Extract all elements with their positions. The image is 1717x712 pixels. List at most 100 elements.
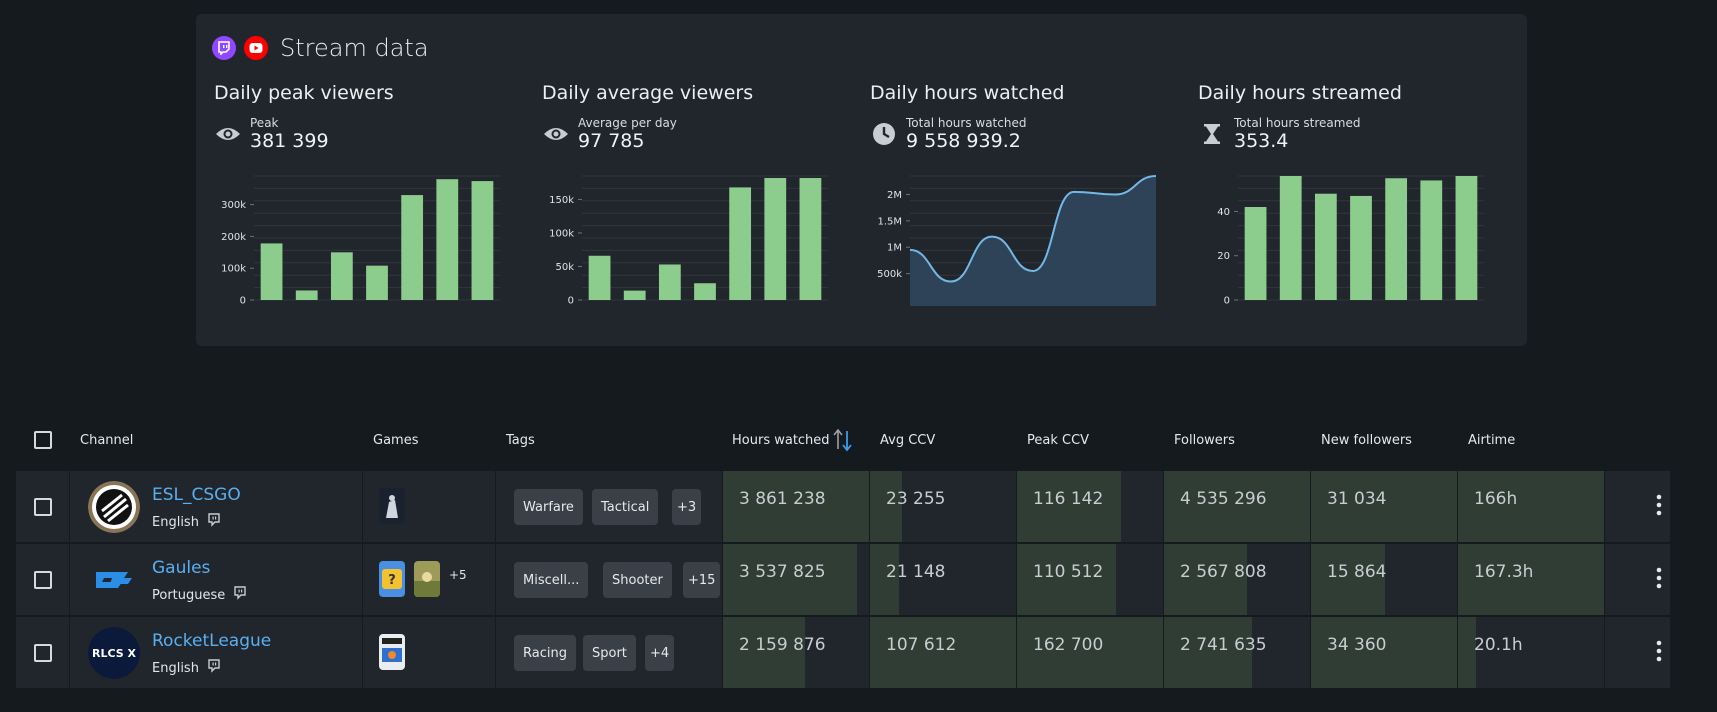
cell-airtime: 20.1h: [1458, 617, 1605, 689]
metric-value: 4 535 296: [1180, 489, 1267, 509]
rocket-league-game-icon[interactable]: [379, 634, 405, 670]
column-avg-ccv[interactable]: Avg CCV: [880, 433, 936, 448]
channel-avatar[interactable]: [88, 554, 140, 606]
row-checkbox[interactable]: [34, 644, 52, 662]
jungle-game-icon[interactable]: [414, 561, 440, 597]
column-tags[interactable]: Tags: [506, 433, 535, 448]
metric-value: 116 142: [1033, 489, 1104, 509]
bar: [1350, 195, 1372, 300]
bar: [471, 181, 494, 300]
metric-bar: [1458, 617, 1476, 688]
column-followers[interactable]: Followers: [1174, 433, 1235, 448]
chart-peak-viewers: 0 100k 200k 300k: [221, 175, 500, 307]
column-airtime[interactable]: Airtime: [1468, 433, 1516, 448]
y-tick-label: 100k: [549, 228, 574, 239]
column-games[interactable]: Games: [373, 433, 419, 448]
tags-more-chip[interactable]: +15: [683, 562, 721, 598]
y-tick-label: 500k: [877, 269, 902, 280]
column-hours-watched[interactable]: Hours watched: [732, 433, 830, 448]
cell-channel: RLCS X RocketLeague English: [70, 617, 363, 689]
bar: [658, 264, 681, 300]
metric-value: 31 034: [1327, 489, 1387, 509]
tag-chip[interactable]: Shooter: [603, 562, 672, 598]
cell-tags: Racing Sport +4: [496, 617, 723, 689]
tag-chip[interactable]: Racing: [514, 635, 576, 671]
row-menu-icon[interactable]: [1656, 566, 1662, 594]
cell-channel: Gaules Portuguese: [70, 544, 363, 616]
bar: [436, 179, 459, 300]
channel-name-link[interactable]: Gaules: [152, 558, 211, 578]
stat-value: 381 399: [250, 130, 329, 152]
tag-chip[interactable]: Miscell...: [514, 562, 589, 598]
metric-value: 2 741 635: [1180, 635, 1267, 655]
y-tick-label: 20: [1217, 251, 1230, 262]
bar: [1385, 178, 1408, 300]
metric-value: 110 512: [1033, 562, 1104, 582]
chart-average-viewers: 0 50k 100k 150k: [549, 175, 828, 307]
tag-chip[interactable]: Sport: [583, 635, 636, 671]
cell-channel: ESL_CSGO English: [70, 471, 363, 543]
sort-icon[interactable]: [832, 427, 854, 457]
youtube-icon: [244, 36, 268, 60]
panel-title: Daily peak viewers: [214, 82, 394, 104]
y-tick-label: 2M: [887, 190, 902, 201]
channel-avatar[interactable]: [88, 481, 140, 533]
y-tick-label: 40: [1217, 207, 1230, 218]
tag-chip[interactable]: Tactical: [592, 489, 659, 525]
table-row[interactable]: Gaules Portuguese? +5 Miscell... Shooter +15 3…: [16, 544, 1670, 616]
bar: [623, 290, 646, 300]
hourglass-icon: [1198, 120, 1226, 148]
bar: [260, 243, 283, 300]
channel-name-link[interactable]: ESL_CSGO: [152, 485, 241, 505]
metric-value: 3 537 825: [739, 562, 826, 582]
stat-hours-watched: Total hours watched 9 558 939.2: [870, 116, 1026, 152]
column-new-followers[interactable]: New followers: [1321, 433, 1412, 448]
card-header: Stream data: [212, 34, 429, 62]
chat-icon: [207, 513, 221, 531]
metric-bar: [1311, 471, 1457, 542]
metric-bar: [1458, 544, 1604, 615]
games-more-chip[interactable]: +5: [449, 568, 467, 582]
cell-followers: 2 567 808: [1164, 544, 1311, 616]
stat-label: Average per day: [578, 116, 677, 130]
tags-more-chip[interactable]: +3: [672, 489, 702, 525]
row-checkbox[interactable]: [34, 571, 52, 589]
y-tick-label: 150k: [549, 195, 574, 206]
metric-value: 23 255: [886, 489, 946, 509]
y-tick-label: 0: [1224, 296, 1230, 307]
row-menu-icon[interactable]: [1656, 493, 1662, 521]
bar: [1314, 193, 1337, 300]
cell-games: [363, 471, 496, 543]
channel-language: English: [152, 659, 221, 677]
channel-avatar[interactable]: RLCS X: [88, 627, 140, 679]
cs-game-icon[interactable]: [379, 488, 405, 524]
y-tick-label: 1M: [887, 243, 902, 254]
stat-peak: Peak 381 399: [214, 116, 329, 152]
tag-chip[interactable]: Warfare: [514, 489, 583, 525]
metric-bar: [723, 617, 805, 688]
tags-more-chip[interactable]: +4: [645, 635, 675, 671]
stream-data-card: Stream data Daily peak viewers Peak 381 …: [196, 14, 1527, 346]
eye-icon: [214, 120, 242, 148]
row-menu-icon[interactable]: [1656, 639, 1662, 667]
metric-value: 107 612: [886, 635, 957, 655]
stat-label: Total hours streamed: [1234, 116, 1361, 130]
metric-bar: [1017, 471, 1121, 542]
metric-value: 20.1h: [1474, 635, 1523, 655]
language-label: English: [152, 660, 199, 676]
y-tick-label: 0: [568, 296, 574, 307]
cell-games: [363, 617, 496, 689]
clock-icon: [870, 120, 898, 148]
column-channel[interactable]: Channel: [80, 433, 134, 448]
table-row[interactable]: ESL_CSGO English Warfare Tactical +3 3 861 23…: [16, 471, 1670, 543]
panel-title: Daily hours watched: [870, 82, 1065, 104]
channel-name-link[interactable]: RocketLeague: [152, 631, 272, 651]
select-all-checkbox[interactable]: [34, 431, 52, 449]
column-peak-ccv[interactable]: Peak CCV: [1027, 433, 1090, 448]
table-row[interactable]: RLCS X RocketLeague English Racing Sport +4 2 …: [16, 617, 1670, 689]
question-game-icon[interactable]: ?: [379, 561, 405, 597]
row-checkbox[interactable]: [34, 498, 52, 516]
metric-value: 166h: [1474, 489, 1518, 509]
card-title: Stream data: [280, 34, 429, 62]
y-tick-label: 300k: [221, 200, 246, 211]
